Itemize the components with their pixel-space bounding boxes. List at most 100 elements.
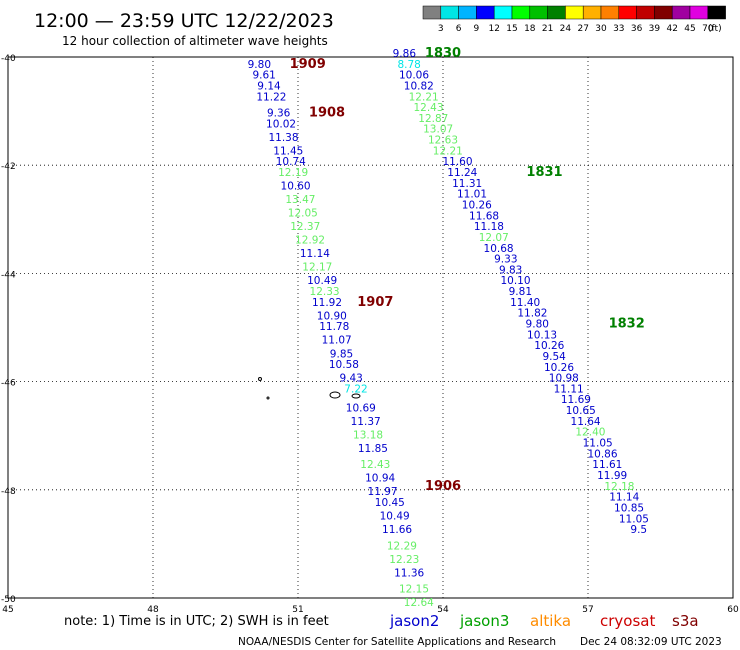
- wave-height-value: 10.65: [566, 405, 596, 417]
- wave-height-value: 9.14: [257, 80, 281, 92]
- y-axis-ticks: -40 -42 -44 -46 -48 -50: [1, 54, 16, 605]
- wave-height-value: 12.92: [295, 235, 325, 247]
- wave-height-value: 7.22: [344, 383, 367, 395]
- wave-height-value: 11.64: [571, 416, 601, 428]
- wave-height-value: 9.5: [630, 524, 647, 536]
- x-tick-label: 45: [2, 605, 13, 615]
- pass-time-label: 1906: [425, 479, 461, 494]
- wave-height-value: 11.18: [474, 221, 504, 233]
- wave-height-value: 10.10: [500, 275, 530, 287]
- chart-subtitle: 12 hour collection of altimeter wave hei…: [62, 34, 328, 48]
- wave-height-value: 9.54: [542, 351, 566, 363]
- wave-height-value: 11.14: [300, 248, 330, 260]
- colorbar-tick-label: 42: [666, 24, 677, 34]
- wave-height-value: 12.33: [310, 286, 340, 298]
- wave-height-value: 8.78: [397, 59, 420, 71]
- wave-height-value: 11.82: [517, 308, 547, 320]
- wave-height-value: 10.06: [399, 70, 429, 82]
- wave-height-value: 11.07: [322, 335, 352, 347]
- pass-time-label: 1908: [309, 106, 345, 121]
- wave-height-value: 10.98: [549, 373, 579, 385]
- wave-height-value: 12.37: [290, 221, 320, 233]
- colorbar-swatch: [582, 5, 602, 20]
- wave-height-value: 10.74: [276, 156, 306, 168]
- wave-height-value: 11.68: [469, 210, 499, 222]
- wave-height-value: 13.18: [353, 429, 383, 441]
- wave-height-value: 11.05: [619, 513, 649, 525]
- colorbar-tick-label: 39: [649, 24, 661, 34]
- colorbar-tick-label: 70: [702, 24, 714, 34]
- island-outlines: [258, 377, 361, 400]
- wave-height-value: 12.63: [428, 135, 458, 147]
- x-tick-label: 48: [147, 605, 159, 615]
- colorbar-tick-label: 18: [524, 24, 536, 34]
- wave-height-value: 11.38: [268, 132, 298, 144]
- satellite-legend-item: altika: [530, 612, 571, 630]
- island-shape: [258, 377, 262, 381]
- pass-time-label: 1907: [357, 295, 393, 310]
- x-tick-label: 57: [582, 605, 593, 615]
- wave-height-value: 10.94: [365, 473, 395, 485]
- wave-height-value: 10.58: [329, 359, 359, 371]
- colorbar-tick-label: 24: [560, 24, 572, 34]
- colorbar-tick-label: 45: [684, 24, 695, 34]
- y-tick-label: -42: [1, 162, 16, 172]
- satellite-legend-item: cryosat: [600, 612, 655, 630]
- colorbar-swatch: [547, 5, 566, 20]
- grid-lines: [7, 56, 734, 599]
- plot-frame: [7, 56, 734, 599]
- pass-time-label: 1830: [425, 46, 461, 61]
- wave-height-value: 11.66: [382, 524, 412, 536]
- plot-area: -40-42-44-46-48-50 45 48 51 54 57 60 9.809.61…: [1, 46, 739, 615]
- x-tick-label: 51: [292, 605, 303, 615]
- y-tick-label: -46: [1, 379, 16, 389]
- wave-height-value: 10.26: [462, 199, 492, 211]
- wave-height-value: 10.45: [375, 497, 405, 509]
- footer-credit: NOAA/NESDIS Center for Satellite Applica…: [238, 636, 556, 648]
- wave-height-value: 9.86: [393, 48, 417, 60]
- colorbar-swatch: [476, 5, 495, 20]
- wave-height-value: 10.69: [346, 402, 376, 414]
- wave-height-value: 11.85: [358, 443, 388, 455]
- wave-height-value: 11.45: [273, 145, 303, 157]
- wave-height-value: 9.80: [526, 319, 549, 331]
- time-labels: 1909 1908 1907 1906 1830 1831 1832: [290, 46, 645, 494]
- wave-height-value: 10.26: [534, 340, 564, 352]
- satellite-legend-item: s3a: [672, 612, 699, 630]
- colorbar-swatch: [440, 5, 459, 20]
- wave-height-value: 10.82: [404, 80, 434, 92]
- colorbar-swatch: [707, 5, 726, 20]
- colorbar-tick-label: 36: [631, 24, 643, 34]
- colorbar-swatch: [654, 5, 673, 20]
- wave-height-value: 10.49: [307, 275, 337, 287]
- colorbar-tick-label: 3: [438, 24, 444, 34]
- footer-note: note: 1) Time is in UTC; 2) SWH is in fe…: [64, 614, 329, 629]
- wave-height-value: 12.21: [433, 145, 463, 157]
- x-tick-label: 60: [727, 605, 739, 615]
- wave-height-value: 12.64: [404, 597, 434, 609]
- wave-height-value: 12.18: [604, 481, 634, 493]
- wave-height-value: 11.99: [597, 470, 627, 482]
- wave-height-value: 13.07: [423, 124, 453, 136]
- wave-height-value: 12.87: [418, 113, 448, 125]
- wave-height-value: 12.19: [278, 167, 308, 179]
- island-shape: [329, 391, 341, 399]
- colorbar-tick-label: 33: [613, 24, 624, 34]
- wave-height-value: 9.61: [252, 70, 275, 82]
- wave-height-value: 11.60: [442, 156, 472, 168]
- y-tick-label: -40: [1, 54, 16, 64]
- wave-height-value: 11.40: [510, 297, 540, 309]
- wave-height-value: 11.11: [554, 383, 584, 395]
- wave-height-value: 9.85: [330, 348, 353, 360]
- colorbar-tick-label: 30: [595, 24, 607, 34]
- x-axis-ticks: 45 48 51 54 57 60: [2, 605, 739, 615]
- wave-height-value: 10.02: [266, 118, 296, 130]
- colorbar-swatch: [529, 5, 548, 20]
- wave-height-value: 10.68: [484, 243, 514, 255]
- wave-height-values: 9.809.619.1411.229.3610.0211.3811.4510.7…: [248, 48, 649, 609]
- wave-height-value: 11.97: [368, 486, 398, 498]
- wave-height-value: 9.43: [339, 373, 362, 385]
- y-tick-label: -50: [1, 595, 16, 605]
- wave-height-value: 12.07: [479, 232, 509, 244]
